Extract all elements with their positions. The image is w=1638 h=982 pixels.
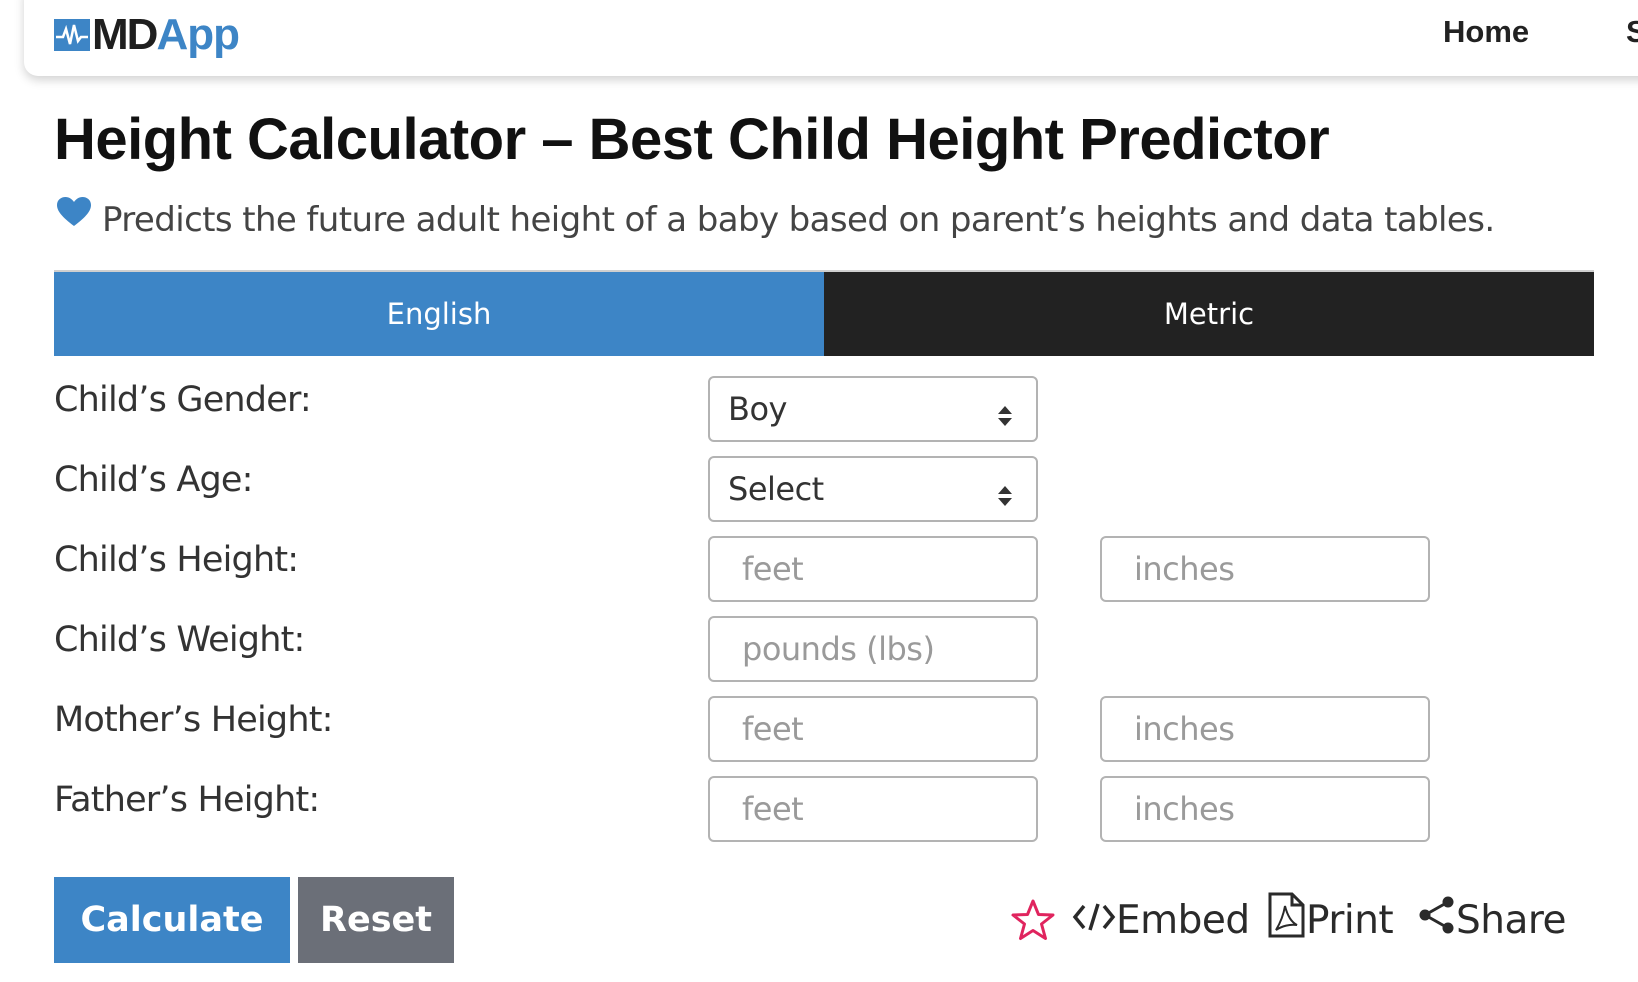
- select-arrows-icon: [996, 398, 1014, 436]
- gender-select[interactable]: Boy: [708, 376, 1038, 442]
- nav-home-link[interactable]: Home: [1443, 14, 1530, 49]
- age-select-value: Select: [728, 470, 824, 508]
- tab-english[interactable]: English: [54, 272, 824, 356]
- father-height-label: Father’s Height:: [54, 780, 320, 820]
- page-title: Height Calculator – Best Child Height Pr…: [54, 107, 1330, 172]
- heart-icon[interactable]: [56, 196, 92, 237]
- age-label: Child’s Age:: [54, 460, 253, 500]
- child-weight-input[interactable]: pounds (lbs): [708, 616, 1038, 682]
- subtitle-text: Predicts the future adult height of a ba…: [102, 200, 1495, 240]
- select-arrows-icon: [996, 478, 1014, 516]
- child-height-inches-input[interactable]: inches: [1100, 536, 1430, 602]
- calculate-button[interactable]: Calculate: [54, 877, 290, 963]
- child-height-label: Child’s Height:: [54, 540, 299, 580]
- gender-select-value: Boy: [728, 390, 787, 428]
- embed-code-icon: [1072, 898, 1116, 943]
- mdapp-logo[interactable]: MD App: [54, 10, 240, 60]
- tab-metric[interactable]: Metric: [824, 272, 1594, 356]
- unit-tabs: English Metric: [54, 272, 1594, 356]
- father-height-inches-input[interactable]: inches: [1100, 776, 1430, 842]
- share-label: Share: [1456, 897, 1567, 943]
- logo-text-md: MD: [92, 10, 158, 59]
- logo-text-app: App: [156, 10, 240, 59]
- pdf-icon: [1266, 892, 1306, 948]
- action-bar: Embed Print Shar: [0, 892, 1638, 948]
- print-label: Print: [1306, 897, 1394, 943]
- page-subtitle: Predicts the future adult height of a ba…: [56, 196, 1495, 240]
- nav-next-link[interactable]: S: [1626, 14, 1638, 49]
- child-height-feet-input[interactable]: feet: [708, 536, 1038, 602]
- mother-height-inches-input[interactable]: inches: [1100, 696, 1430, 762]
- print-action[interactable]: Print: [1266, 892, 1394, 948]
- embed-action[interactable]: Embed: [1072, 892, 1250, 948]
- logo-pulse-icon: [54, 19, 90, 51]
- divider: [54, 270, 1594, 272]
- share-action[interactable]: Share: [1418, 892, 1567, 948]
- child-weight-label: Child’s Weight:: [54, 620, 305, 660]
- share-icon: [1418, 895, 1456, 945]
- reset-button[interactable]: Reset: [298, 877, 454, 963]
- gender-label: Child’s Gender:: [54, 380, 312, 420]
- father-height-feet-input[interactable]: feet: [708, 776, 1038, 842]
- age-select[interactable]: Select: [708, 456, 1038, 522]
- mother-height-label: Mother’s Height:: [54, 700, 333, 740]
- top-navbar: [24, 0, 1638, 76]
- embed-label: Embed: [1116, 897, 1250, 943]
- mother-height-feet-input[interactable]: feet: [708, 696, 1038, 762]
- favorite-star-icon[interactable]: [1010, 892, 1056, 948]
